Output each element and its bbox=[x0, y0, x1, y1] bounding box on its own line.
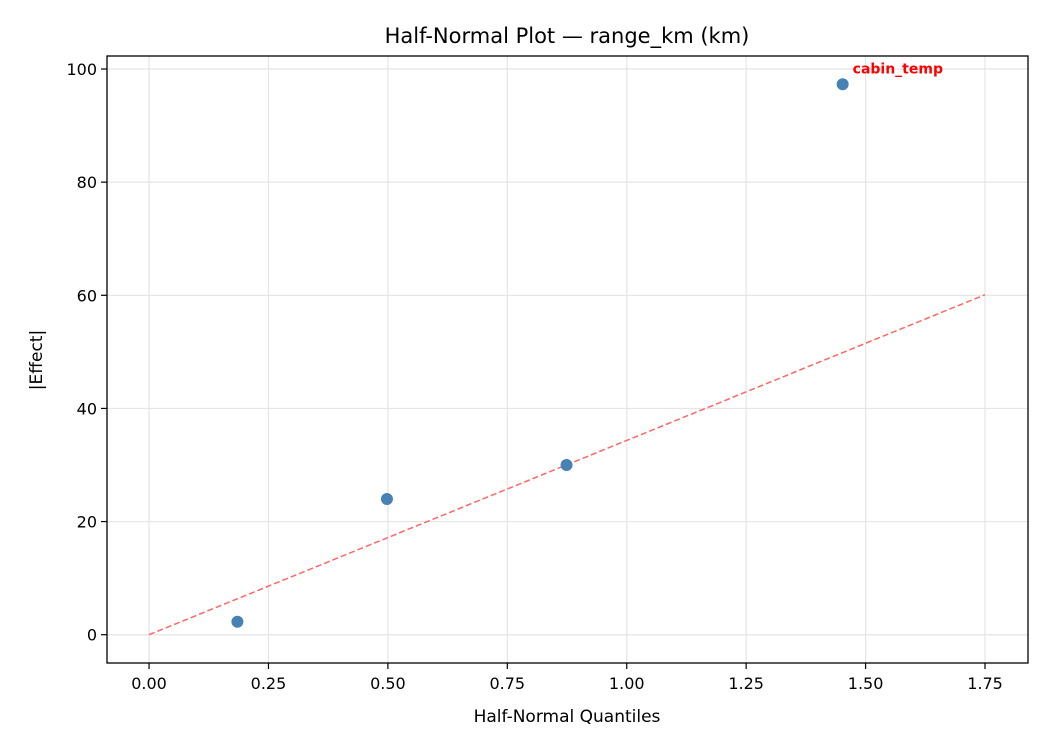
x-tick-label: 0.25 bbox=[251, 674, 287, 693]
x-tick-label: 1.50 bbox=[848, 674, 884, 693]
y-tick-label: 60 bbox=[77, 286, 97, 305]
x-axis-label: Half-Normal Quantiles bbox=[474, 707, 661, 727]
y-axis-label: |Effect| bbox=[27, 330, 47, 390]
x-tick-label: 1.00 bbox=[609, 674, 645, 693]
data-point bbox=[231, 615, 244, 628]
y-tick-label: 20 bbox=[77, 513, 97, 532]
x-tick-label: 1.25 bbox=[728, 674, 764, 693]
data-point bbox=[836, 78, 849, 91]
data-point bbox=[380, 492, 393, 505]
x-tick-label: 0.75 bbox=[489, 674, 525, 693]
y-tick-label: 80 bbox=[77, 173, 97, 192]
y-tick-label: 100 bbox=[66, 60, 97, 79]
y-tick-label: 40 bbox=[77, 399, 97, 418]
x-tick-label: 0.00 bbox=[131, 674, 167, 693]
data-point bbox=[560, 459, 573, 472]
plot-frame bbox=[106, 55, 1029, 664]
point-annotation: cabin_temp bbox=[853, 61, 943, 77]
x-tick-label: 1.75 bbox=[967, 674, 1003, 693]
x-tick-label: 0.50 bbox=[370, 674, 406, 693]
chart-title: Half-Normal Plot — range_km (km) bbox=[385, 24, 750, 49]
y-tick-label: 0 bbox=[87, 626, 97, 645]
